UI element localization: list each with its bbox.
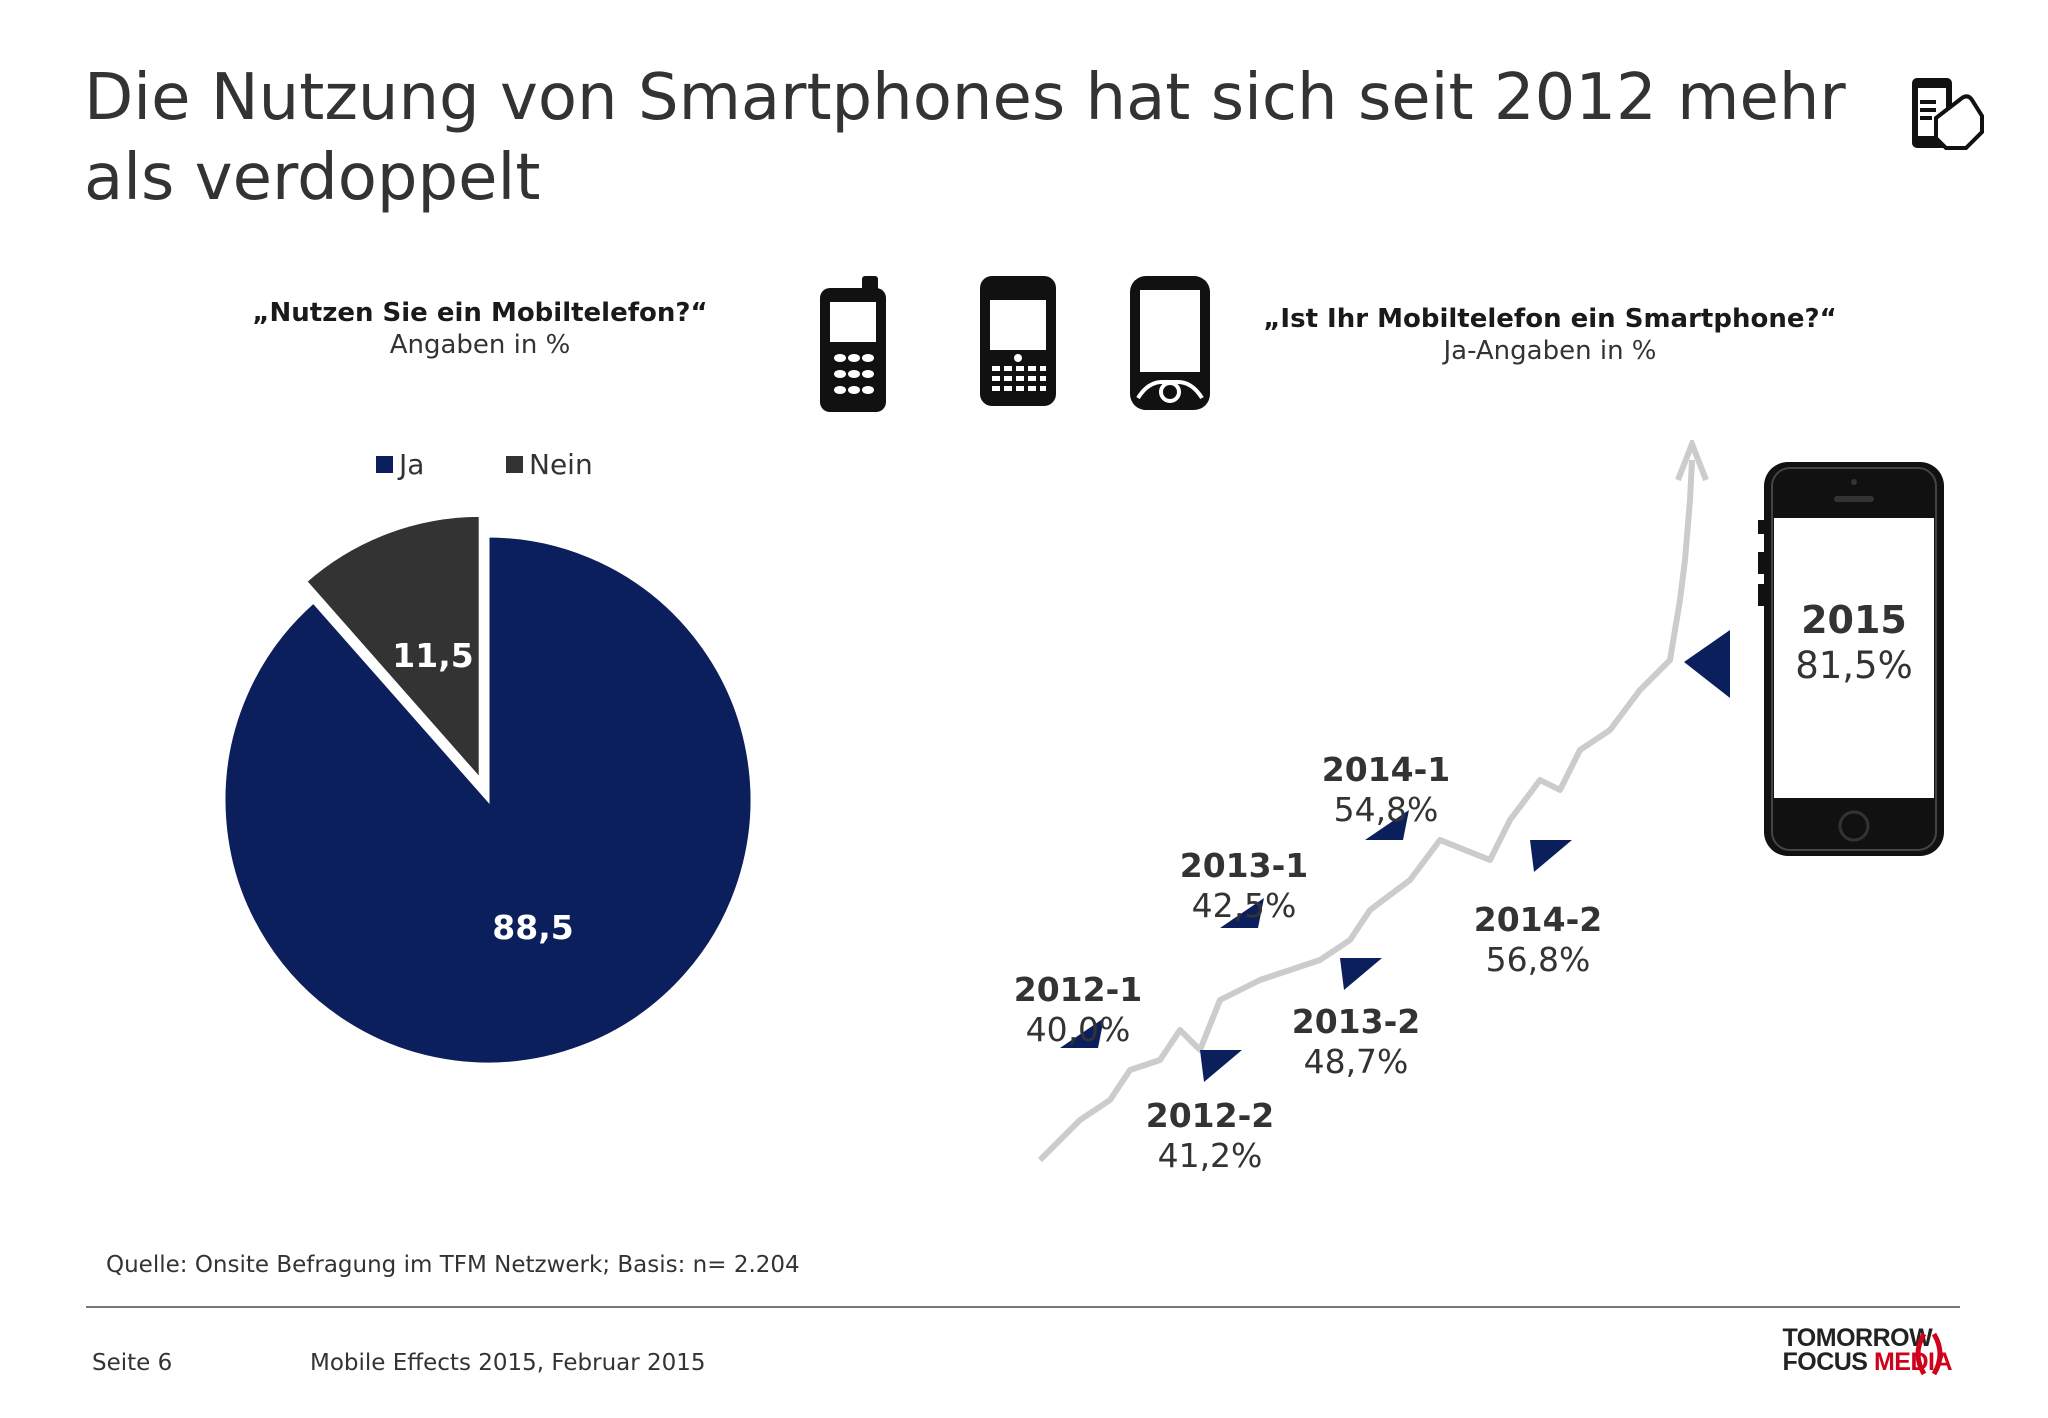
legend-label-ja: Ja: [399, 448, 424, 481]
report-name: Mobile Effects 2015, Februar 2015: [310, 1350, 706, 1376]
legend-label-nein: Nein: [529, 448, 593, 481]
period-label-2015: 2015: [1754, 598, 1954, 642]
marker-2015: [1684, 630, 1730, 698]
legend-item-ja: Ja: [376, 448, 424, 481]
page-number: Seite 6: [92, 1350, 172, 1376]
marker-2013-2: [1340, 958, 1382, 990]
line-question: „Ist Ihr Mobiltelefon ein Smartphone?“: [1190, 304, 1910, 334]
smartphone-touch-icon: [1906, 72, 1986, 154]
legend-swatch-ja: [376, 456, 393, 473]
value-label-2014-1: 54,8%: [1286, 790, 1486, 830]
pie-label-nein: 11,5: [353, 636, 513, 675]
legend-swatch-nein: [506, 456, 523, 473]
logo-bracket-icon: [1910, 1330, 1950, 1378]
value-label-2012-1: 40,0%: [978, 1010, 1178, 1050]
logo-focus: FOCUS: [1782, 1348, 1873, 1376]
pie-subtitle: Angaben in %: [180, 330, 780, 360]
pie-chart: [200, 440, 820, 1100]
pie-slice-ja: [224, 536, 752, 1064]
marker-2014-2: [1530, 840, 1572, 872]
period-label-2013-2: 2013-2: [1256, 1002, 1456, 1042]
pie-label-ja: 88,5: [453, 908, 613, 947]
value-label-2013-2: 48,7%: [1256, 1042, 1456, 1082]
value-label-2013-1: 42,5%: [1144, 886, 1344, 926]
value-label-2015: 81,5%: [1754, 644, 1954, 687]
footer-divider: [86, 1306, 1960, 1308]
touchscreen-phone-icon: [1128, 274, 1212, 412]
period-label-2012-1: 2012-1: [978, 970, 1178, 1010]
pie-question: „Nutzen Sie ein Mobiltelefon?“: [180, 298, 780, 328]
value-label-2012-2: 41,2%: [1110, 1136, 1310, 1176]
period-label-2014-2: 2014-2: [1438, 900, 1638, 940]
value-label-2014-2: 56,8%: [1438, 940, 1638, 980]
period-label-2012-2: 2012-2: [1110, 1096, 1310, 1136]
period-label-2013-1: 2013-1: [1144, 846, 1344, 886]
period-label-2014-1: 2014-1: [1286, 750, 1486, 790]
blackberry-phone-icon: [978, 274, 1058, 408]
source-note: Quelle: Onsite Befragung im TFM Netzwerk…: [106, 1252, 800, 1278]
legend-item-nein: Nein: [506, 448, 593, 481]
marker-2012-2: [1200, 1050, 1242, 1082]
feature-phone-icon: [818, 276, 890, 414]
line-subtitle: Ja-Angaben in %: [1190, 336, 1910, 366]
page-title: Die Nutzung von Smartphones hat sich sei…: [84, 58, 1884, 218]
